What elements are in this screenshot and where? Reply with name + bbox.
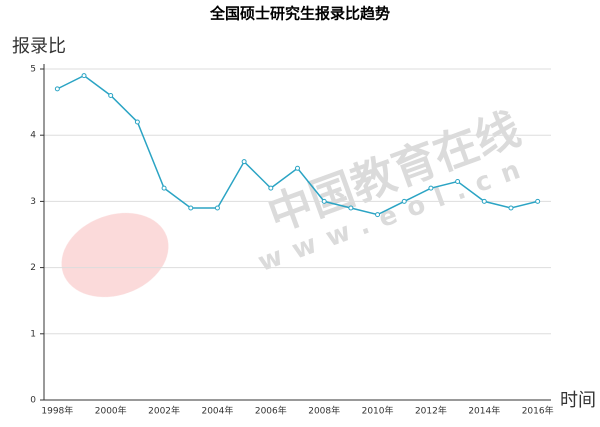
x-tick-label: 2004年 — [201, 405, 233, 417]
point — [295, 165, 300, 171]
y-axis-label: 报录比 — [12, 36, 66, 57]
point — [428, 185, 434, 191]
watermark-logo — [61, 212, 169, 298]
point — [134, 119, 140, 125]
point — [268, 185, 274, 191]
point — [161, 185, 167, 191]
chart-title: 全国硕士研究生报录比趋势 — [209, 5, 390, 23]
x-axis-label: 时间 — [560, 390, 596, 411]
point — [321, 198, 327, 204]
x-tick-label: 2012年 — [415, 405, 447, 417]
y-tick-label: 5 — [30, 65, 36, 75]
point — [455, 179, 461, 185]
point — [375, 212, 381, 218]
y-tick-label: 3 — [30, 197, 36, 207]
point — [508, 205, 514, 211]
point — [401, 198, 407, 204]
point — [108, 92, 114, 98]
point — [241, 159, 247, 165]
point — [81, 73, 87, 79]
x-tick-label: 2006年 — [255, 405, 287, 417]
x-tick-label: 1998年 — [41, 405, 73, 417]
y-tick-label: 2 — [30, 263, 36, 273]
point — [188, 205, 194, 211]
x-tick-label: 2000年 — [95, 405, 127, 417]
x-tick-label: 2014年 — [468, 405, 500, 417]
x-tick-label: 2008年 — [308, 405, 340, 417]
x-tick-label: 2010年 — [362, 405, 394, 417]
x-tick-label: 2016年 — [522, 405, 554, 417]
point — [481, 198, 487, 204]
point — [535, 198, 541, 204]
y-tick-label: 4 — [30, 131, 36, 141]
point — [54, 86, 60, 92]
x-tick-label: 2002年 — [148, 405, 180, 417]
point — [214, 205, 220, 211]
y-tick-label: 1 — [30, 329, 36, 339]
point — [348, 205, 354, 211]
y-tick-label: 0 — [30, 396, 36, 406]
